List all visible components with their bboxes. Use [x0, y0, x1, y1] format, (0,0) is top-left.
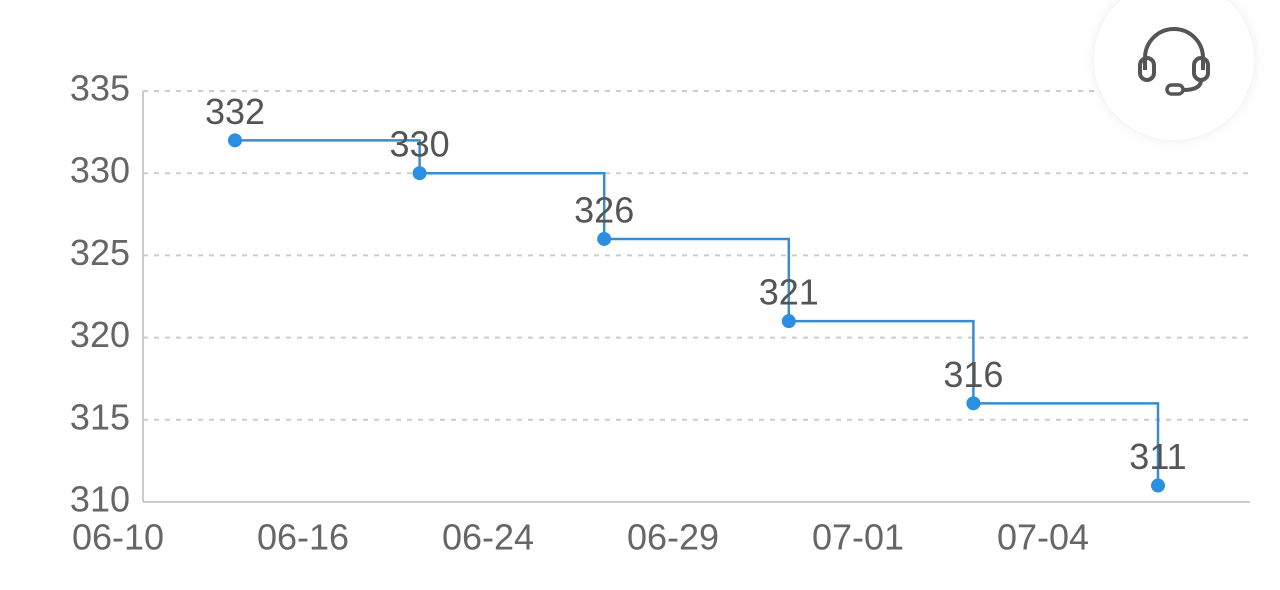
- x-tick-label: 06-10: [72, 517, 164, 558]
- step-line: [235, 139, 421, 174]
- x-tick-label: 07-04: [997, 517, 1089, 558]
- x-tick-label: 07-01: [812, 517, 904, 558]
- value-label: 321: [759, 272, 819, 313]
- y-tick-label: 320: [70, 314, 130, 355]
- value-label: 316: [943, 354, 1003, 395]
- x-tick-label: 06-16: [257, 517, 349, 558]
- point: [412, 166, 427, 181]
- support-button[interactable]: [1094, 0, 1254, 140]
- x-tick-label: 06-24: [442, 517, 534, 558]
- point: [1151, 478, 1165, 493]
- step-line: [604, 237, 791, 322]
- value-label: 332: [205, 91, 265, 132]
- value-label: 326: [574, 189, 634, 230]
- x-tick-label: 06-29: [627, 517, 719, 558]
- headset-mic-tip: [1165, 83, 1185, 96]
- step-line: [788, 319, 975, 404]
- point: [781, 314, 796, 329]
- y-tick-label: 335: [70, 68, 130, 109]
- support-circle[interactable]: [1094, 0, 1254, 140]
- point: [228, 133, 242, 148]
- step-line: [419, 171, 606, 239]
- y-tick-label: 330: [70, 150, 130, 191]
- headset-ear-left: [1138, 56, 1156, 82]
- y-tick-label: 315: [70, 396, 130, 437]
- headset-band: [1143, 27, 1205, 70]
- value-label: 330: [390, 124, 450, 165]
- y-tick-label: 310: [70, 479, 130, 520]
- point: [597, 231, 612, 246]
- headset-mic: [1182, 79, 1203, 92]
- value-label: 311: [1129, 436, 1186, 477]
- point: [966, 396, 981, 411]
- y-tick-label: 325: [70, 232, 130, 273]
- step-line: [973, 402, 1160, 486]
